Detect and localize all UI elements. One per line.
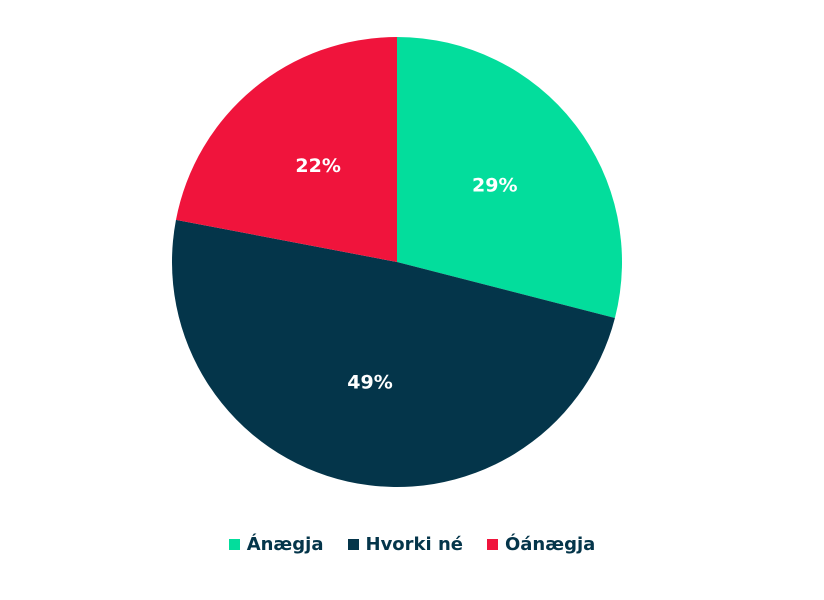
chart: 29% 49% 22% [171, 37, 622, 488]
legend-swatch [228, 539, 240, 550]
value-label: 22% [295, 155, 340, 177]
pie-slice [171, 219, 615, 488]
legend-label: Óánægja [504, 534, 596, 555]
legend-label: Hvorki né [365, 534, 463, 555]
legend-swatch [347, 539, 359, 550]
legend-label: Ánægja [246, 534, 324, 555]
value-label: 29% [472, 175, 517, 197]
legend: Ánægja Hvorki né Óánægja [0, 534, 824, 555]
legend-item: Óánægja [486, 534, 596, 555]
value-label: 49% [347, 371, 392, 393]
pie-slice [175, 37, 397, 262]
legend-swatch [486, 539, 498, 550]
legend-item: Ánægja [228, 534, 324, 555]
pie-slice [397, 37, 622, 318]
legend-item: Hvorki né [347, 534, 463, 555]
